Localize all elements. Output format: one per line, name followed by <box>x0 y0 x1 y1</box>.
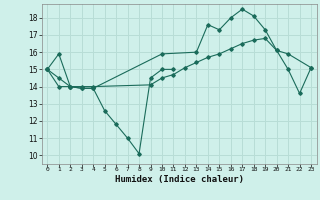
X-axis label: Humidex (Indice chaleur): Humidex (Indice chaleur) <box>115 175 244 184</box>
